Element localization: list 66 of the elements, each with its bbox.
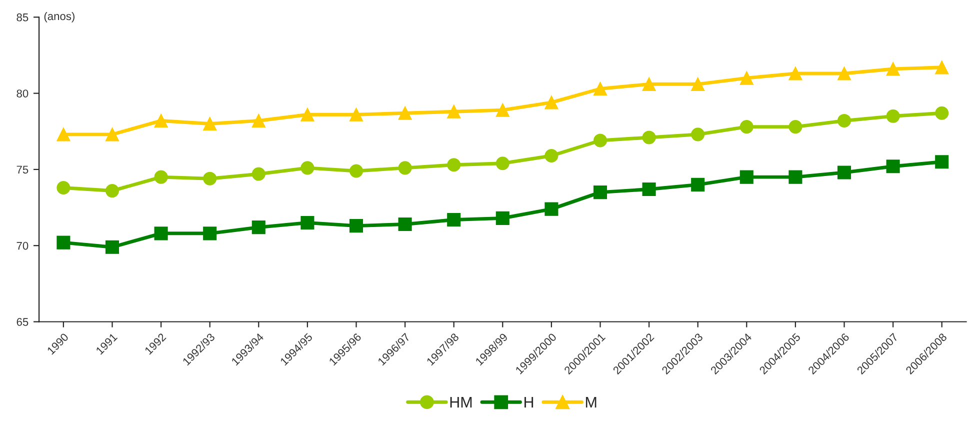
point <box>154 170 168 184</box>
y-tick-label: 75 <box>16 166 28 174</box>
point <box>300 108 314 122</box>
point <box>447 104 461 118</box>
point <box>544 202 558 216</box>
point <box>886 160 900 174</box>
point <box>203 226 217 240</box>
legend-label: H <box>524 396 534 408</box>
point <box>252 114 266 128</box>
point <box>935 60 949 74</box>
point <box>105 184 120 198</box>
point <box>837 166 852 180</box>
point <box>544 96 558 110</box>
point <box>642 77 656 91</box>
point <box>837 66 852 80</box>
y-axis-title: (anos) <box>44 12 74 22</box>
y-tick-label: 65 <box>16 318 28 326</box>
point <box>593 186 608 200</box>
point <box>398 218 412 232</box>
point <box>935 106 949 120</box>
point <box>447 158 461 172</box>
point <box>593 134 608 148</box>
point <box>691 128 705 142</box>
point <box>544 148 558 163</box>
point <box>203 172 217 186</box>
point <box>788 66 802 80</box>
point <box>105 240 120 254</box>
point <box>398 106 412 120</box>
point <box>886 109 900 123</box>
y-tick-label: 85 <box>16 13 28 22</box>
y-tick-label: 80 <box>16 90 28 98</box>
point <box>740 170 754 184</box>
point <box>349 108 364 122</box>
point <box>788 120 802 134</box>
point <box>837 114 852 128</box>
point <box>154 114 168 128</box>
legend-label: M <box>586 396 596 408</box>
point <box>300 161 314 175</box>
point <box>203 116 217 131</box>
point <box>496 103 510 117</box>
point <box>691 178 705 192</box>
point <box>593 82 608 96</box>
point <box>447 212 461 226</box>
point <box>349 219 364 233</box>
point <box>252 167 266 181</box>
point <box>788 170 802 184</box>
point <box>886 62 900 76</box>
point <box>398 161 412 175</box>
point <box>740 71 754 85</box>
point <box>496 156 510 170</box>
point <box>349 164 364 178</box>
point <box>105 128 120 142</box>
point <box>935 155 949 169</box>
point <box>56 236 70 250</box>
point <box>496 211 510 225</box>
point <box>642 182 656 196</box>
point <box>691 77 705 91</box>
y-tick-label: 70 <box>16 242 28 250</box>
point <box>56 180 70 194</box>
point <box>300 216 314 230</box>
point <box>740 120 754 134</box>
point <box>642 130 656 144</box>
point <box>154 226 168 240</box>
point <box>252 220 266 234</box>
legend-label: HM <box>450 396 472 408</box>
point <box>56 128 70 142</box>
